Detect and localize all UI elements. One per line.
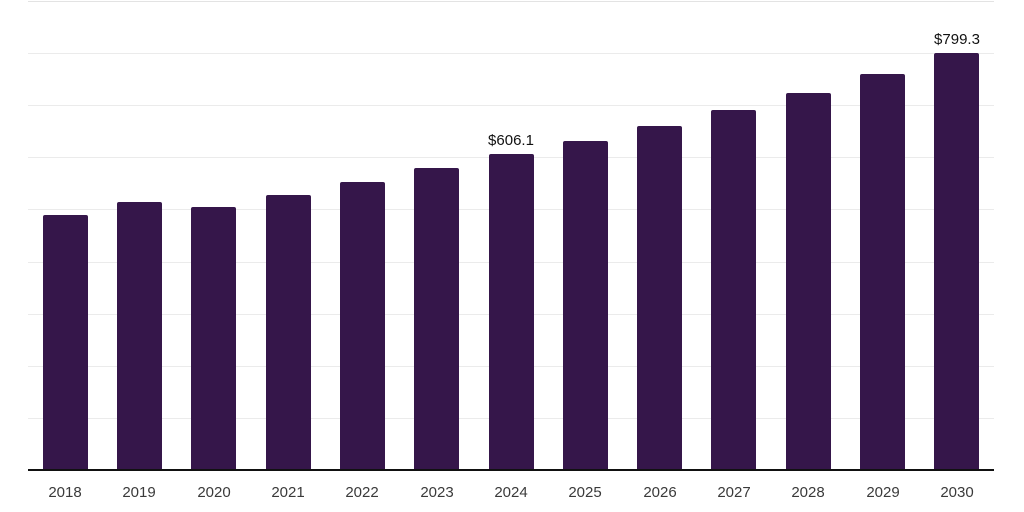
gridline: [28, 105, 994, 106]
bar-value-label-2024: $606.1: [488, 132, 534, 149]
bar-2030: [934, 53, 979, 470]
x-tick-label-2022: 2022: [345, 484, 379, 501]
x-tick-label-2024: 2024: [494, 484, 528, 501]
bar-value-label-2030: $799.3: [934, 31, 980, 48]
x-axis-line: [28, 469, 994, 471]
bar-2022: [340, 182, 385, 470]
bar-2026: [637, 126, 682, 470]
x-tick-label-2030: 2030: [940, 484, 974, 501]
bar-2027: [711, 110, 756, 470]
x-tick-label-2029: 2029: [866, 484, 900, 501]
bar-2024: [489, 154, 534, 470]
x-tick-label-2019: 2019: [122, 484, 156, 501]
bar-2020: [191, 207, 236, 470]
bar-2029: [860, 74, 905, 470]
x-tick-label-2021: 2021: [271, 484, 305, 501]
gridline: [28, 1, 994, 2]
bar-2019: [117, 202, 162, 470]
x-tick-label-2028: 2028: [791, 484, 825, 501]
gridline: [28, 53, 994, 54]
bar-2025: [563, 141, 608, 470]
x-tick-label-2027: 2027: [717, 484, 751, 501]
x-tick-label-2025: 2025: [568, 484, 602, 501]
bar-2028: [786, 93, 831, 470]
x-tick-label-2020: 2020: [197, 484, 231, 501]
x-tick-label-2018: 2018: [48, 484, 82, 501]
bar-2023: [414, 168, 459, 470]
x-tick-label-2026: 2026: [643, 484, 677, 501]
bar-2018: [43, 215, 88, 470]
bar-2021: [266, 195, 311, 470]
x-tick-label-2023: 2023: [420, 484, 454, 501]
